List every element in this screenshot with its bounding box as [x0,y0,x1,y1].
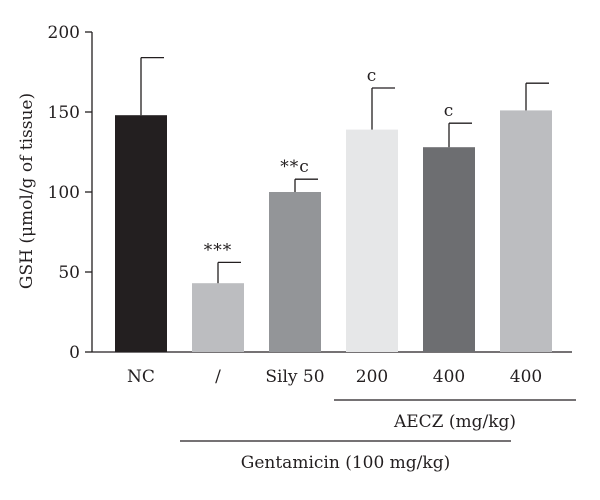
y-tick-label: 200 [48,23,80,43]
y-ticks: 0 50 100 150 200 [48,23,92,363]
category-label: 400 [433,367,465,387]
significance-label: **c [280,157,310,177]
y-tick-label: 100 [48,183,80,203]
bar [423,147,475,352]
y-axis-label: GSH (μmol/g of tissue) [17,93,37,289]
category-labels: NC / Sily 50 200 400 400 [127,367,542,387]
category-label: / [215,367,221,387]
bar [115,115,167,352]
error-bars [140,56,549,284]
category-label: Sily 50 [265,367,324,387]
y-tick-label: 0 [69,343,80,363]
category-label: 200 [356,367,388,387]
significance-label: c [367,66,378,86]
group-label: Gentamicin (100 mg/kg) [241,453,450,473]
bar [269,192,321,352]
category-label: 400 [510,367,542,387]
bars [115,110,552,353]
bar [500,110,552,353]
bar [346,129,398,352]
bar [192,283,244,352]
significance-labels: *** **c c c [204,66,455,260]
significance-label: *** [204,240,233,260]
y-tick-label: 150 [48,103,80,123]
group-label: AECZ (mg/kg) [393,412,516,432]
group-brackets: AECZ (mg/kg) Gentamicin (100 mg/kg) [180,399,576,473]
y-tick-label: 50 [58,263,80,283]
significance-label: c [444,101,455,121]
category-label: NC [127,367,155,387]
